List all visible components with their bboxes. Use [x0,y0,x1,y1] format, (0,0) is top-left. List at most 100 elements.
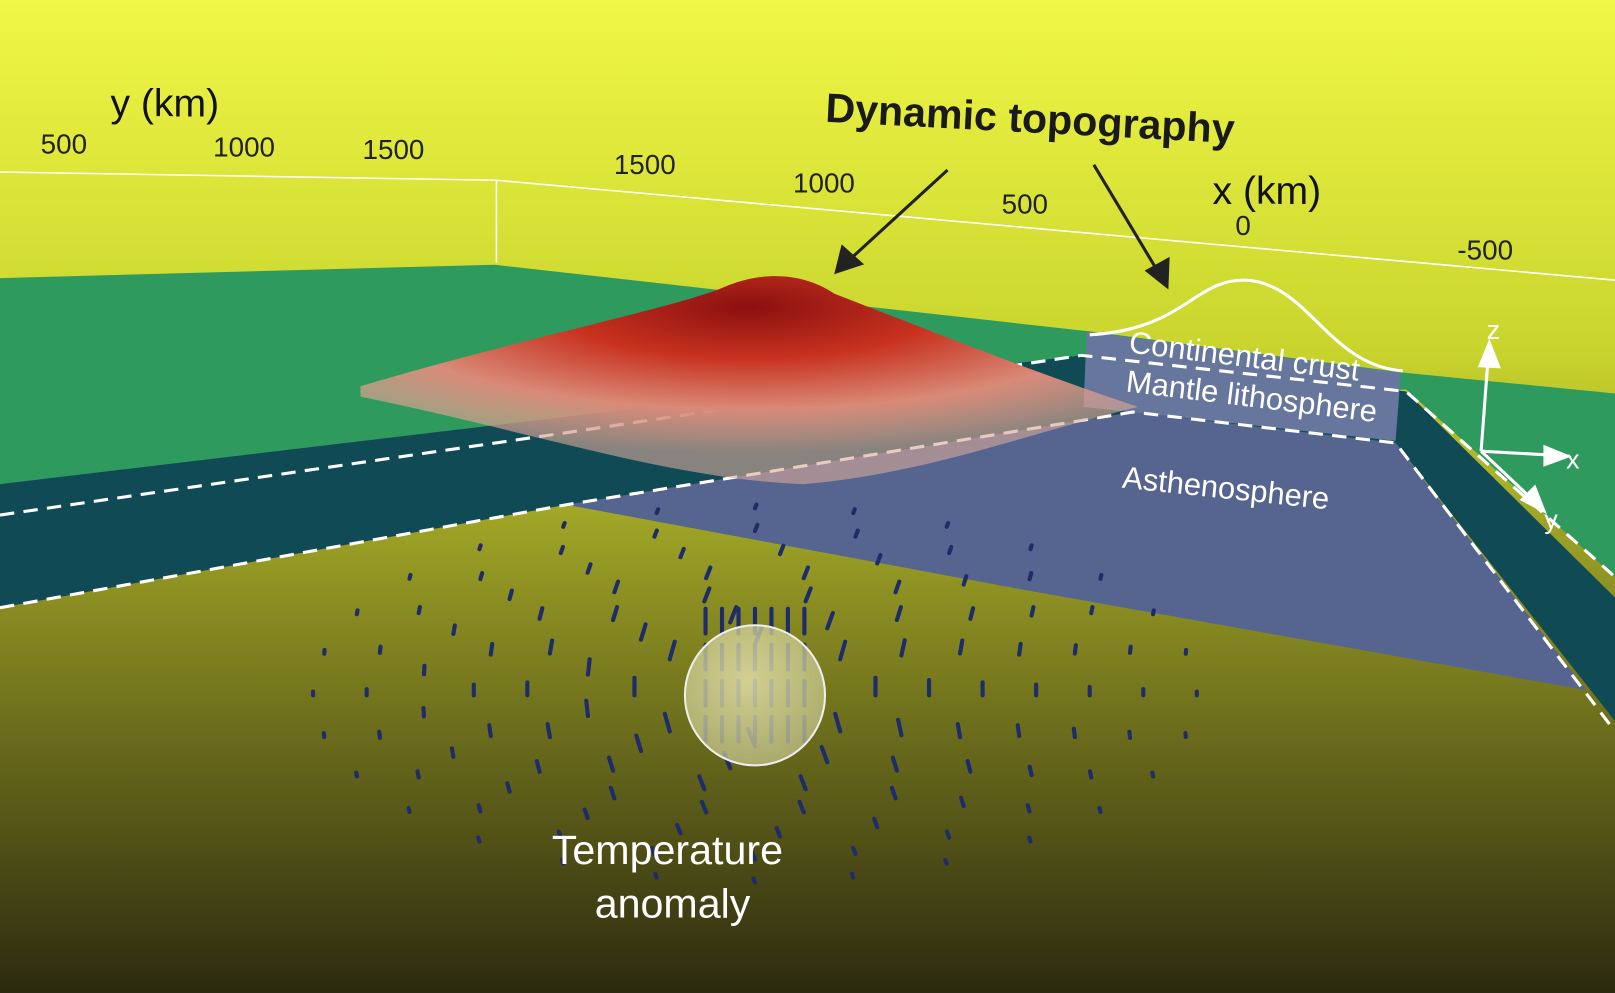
topography-curve [1089,278,1403,373]
velocity-vector [1071,726,1077,740]
velocity-vector [585,562,593,575]
velocity-vector [476,835,482,844]
velocity-vector [612,579,621,595]
velocity-vector [1087,769,1094,780]
velocity-vector [610,605,620,623]
velocity-vector [650,845,657,857]
anomaly-label: Temperature [552,827,783,873]
velocity-vector [699,799,709,815]
velocity-vector [451,623,457,636]
velocity-vector [1127,729,1133,740]
velocity-vector [1098,572,1104,581]
velocity-vector [774,826,783,839]
velocity-vector [944,829,952,840]
velocity-vector [894,605,903,623]
x-tick: 0 [1235,210,1250,241]
velocity-vector [653,871,659,880]
velocity-vector [797,799,806,815]
velocity-vector [838,639,848,662]
velocity-vector [957,638,965,656]
velocity-vector [849,871,856,880]
x-tick: -500 [1457,235,1513,266]
velocity-vector [675,822,683,836]
x-axis-label: x (km) [1213,170,1322,213]
velocity-vector [406,806,412,814]
x-tick: 500 [1002,188,1048,219]
velocity-vector [728,605,739,625]
velocity-vector [704,565,713,581]
velocity-vector [899,638,907,658]
velocity-vector [354,608,360,617]
velocity-vector [702,586,712,604]
layer-boundaries [0,353,1615,733]
velocity-vector [608,785,617,801]
velocity-vector [752,522,760,534]
velocity-vector [678,546,686,560]
velocity-vector [556,829,563,840]
velocity-vector [851,507,857,516]
velocity-vector [1025,803,1032,814]
velocity-vector [801,565,811,581]
velocity-vector [534,759,542,774]
velocity-vector [582,807,590,821]
y-tick: 500 [41,129,87,160]
velocity-vector [634,733,644,754]
velocity-vector [955,722,963,740]
velocity-vector [1015,723,1022,739]
title-arrows [834,164,1170,290]
velocity-vector [875,553,883,566]
velocity-vector [1029,605,1036,618]
velocity-vector [476,803,483,814]
velocity-vector [537,606,545,621]
y-tick: 1500 [363,134,425,165]
velocity-vector [1089,605,1095,616]
velocity-vector [488,641,495,657]
anomaly-sphere [683,624,827,767]
velocity-vector [1027,835,1033,844]
velocity-vector [585,657,592,677]
velocity-vector [487,723,493,739]
y-tick: 1000 [213,132,275,163]
velocity-vector [507,588,514,602]
triad-label: x [1566,445,1580,475]
velocity-vector [833,711,843,734]
velocity-vector [751,876,758,885]
velocity-vector [638,622,648,642]
velocity-vector [947,544,954,556]
velocity-vector [505,781,512,794]
velocity-vector [545,722,552,740]
velocity-vector [896,717,904,738]
anomaly-label: anomaly [595,880,751,926]
velocity-vector [943,857,949,866]
velocity-vector [1017,641,1023,657]
velocity-vector [890,755,899,773]
velocity-vector [1027,571,1034,582]
velocity-vector [944,521,951,529]
velocity-vector [777,543,786,557]
velocity-vector [654,507,661,516]
velocity-vector [1097,806,1103,814]
axis-triad [1477,338,1572,515]
velocity-vector [1150,770,1156,779]
velocity-vector [415,769,421,780]
triad-label: z [1487,315,1500,345]
velocity-vector [1027,764,1034,778]
box-edges [0,171,1615,281]
velocity-vector [584,698,591,719]
y-axis-label: y (km) [110,82,219,125]
velocity-vector [851,845,858,857]
velocity-vector [968,606,976,621]
velocity-vector [750,851,758,862]
velocity-vector [558,544,565,556]
continent-block [1083,331,1401,441]
velocity-vector [606,755,616,773]
velocity-vector [803,586,813,604]
velocity-vector [561,521,567,529]
velocity-vector [377,644,383,655]
velocity-vector [697,774,707,792]
velocity-vector [819,745,830,765]
velocity-vector [478,571,485,582]
velocity-vector [416,605,422,616]
x-tick: 1000 [793,168,855,199]
